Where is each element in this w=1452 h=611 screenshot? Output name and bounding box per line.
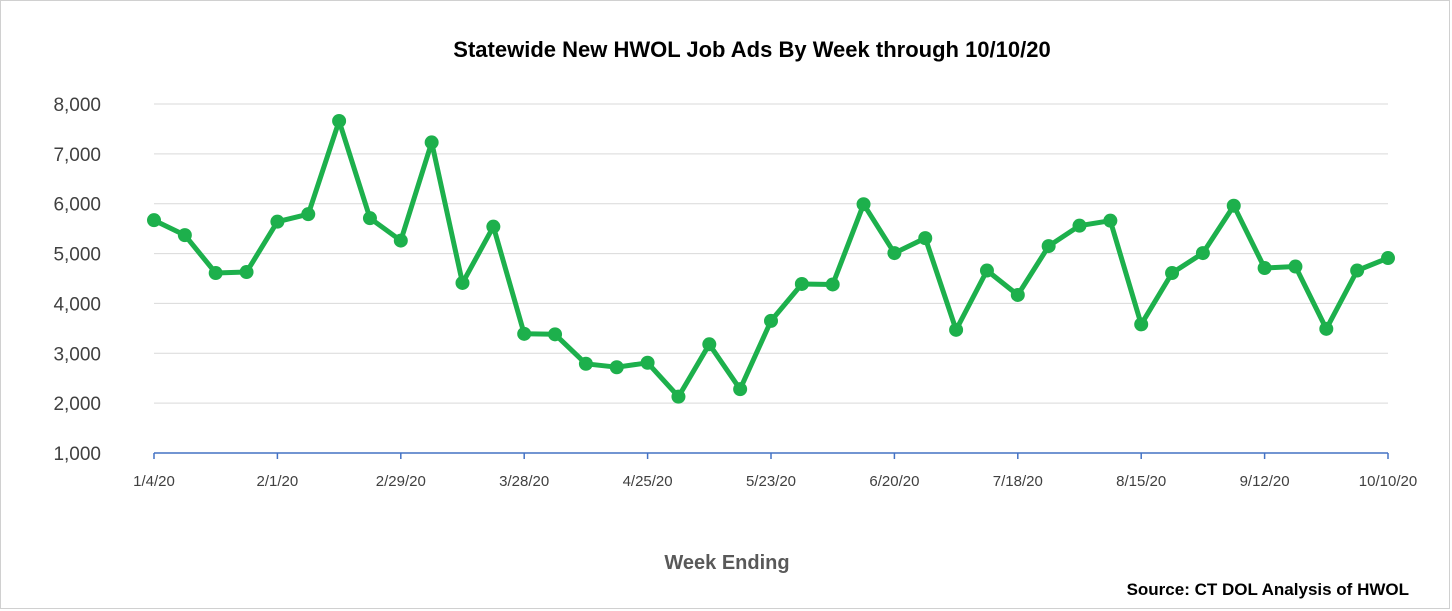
data-point — [455, 275, 470, 290]
data-point — [424, 135, 439, 150]
data-point — [393, 233, 408, 248]
data-point — [609, 360, 624, 375]
data-point — [548, 327, 563, 342]
x-tick-label: 2/1/20 — [257, 473, 299, 490]
data-point — [949, 322, 964, 337]
y-tick-label: 7,000 — [53, 145, 101, 166]
data-point — [733, 382, 748, 397]
data-point — [918, 231, 933, 246]
data-point — [887, 246, 902, 261]
data-point — [794, 276, 809, 291]
y-tick-label: 4,000 — [53, 294, 101, 315]
data-point — [1165, 266, 1180, 281]
data-point — [1257, 261, 1272, 276]
x-axis-ticks: 1/4/20 2/1/20 2/29/20 3/28/20 4/25/20 5/23/20… — [133, 453, 1417, 490]
data-point — [208, 266, 223, 281]
data-point — [825, 277, 840, 292]
data-point — [486, 219, 501, 234]
data-point — [362, 211, 377, 226]
gridlines — [154, 103, 1388, 404]
y-tick-label: 2,000 — [53, 394, 101, 415]
data-point — [1381, 251, 1395, 266]
data-point — [1195, 246, 1210, 261]
data-point — [1319, 321, 1334, 336]
data-point — [1350, 263, 1365, 278]
data-point — [517, 326, 532, 341]
series-line-group — [147, 113, 1395, 404]
y-axis-ticks: 1,000 2,000 3,000 4,000 5,000 6,000 7,000 8,000 — [53, 95, 101, 465]
x-axis-label: Week Ending — [664, 552, 789, 574]
x-tick-label: 8/15/20 — [1116, 473, 1166, 490]
source-note: Source: CT DOL Analysis of HWOL — [1127, 580, 1409, 599]
data-point — [979, 263, 994, 278]
data-point — [1072, 218, 1087, 233]
data-point — [1010, 287, 1025, 302]
data-point — [301, 207, 316, 222]
data-point — [177, 228, 192, 243]
x-tick-label: 7/18/20 — [993, 473, 1043, 490]
y-tick-label: 1,000 — [53, 444, 101, 465]
x-tick-label: 5/23/20 — [746, 473, 796, 490]
chart-title: Statewide New HWOL Job Ads By Week throu… — [453, 37, 1050, 62]
x-tick-label: 3/28/20 — [499, 473, 549, 490]
x-tick-label: 10/10/20 — [1359, 473, 1417, 490]
data-point — [1288, 259, 1303, 274]
y-tick-label: 8,000 — [53, 95, 101, 116]
data-point — [764, 313, 778, 328]
data-point — [578, 356, 593, 371]
data-point — [702, 337, 717, 352]
y-tick-label: 6,000 — [53, 195, 101, 216]
data-point — [239, 265, 254, 280]
data-point — [332, 113, 347, 128]
data-point — [671, 389, 686, 404]
y-tick-label: 3,000 — [53, 344, 101, 365]
data-point — [147, 213, 161, 228]
data-point — [856, 197, 871, 212]
data-point — [1134, 317, 1149, 332]
x-tick-label: 6/20/20 — [869, 473, 919, 490]
data-point — [270, 214, 285, 229]
data-point — [1103, 213, 1118, 228]
y-tick-label: 5,000 — [53, 245, 101, 266]
data-point — [640, 355, 655, 370]
data-point — [1226, 198, 1241, 213]
x-tick-label: 1/4/20 — [133, 473, 175, 490]
x-tick-label: 9/12/20 — [1240, 473, 1290, 490]
x-tick-label: 2/29/20 — [376, 473, 426, 490]
x-tick-label: 4/25/20 — [623, 473, 673, 490]
data-point — [1041, 239, 1056, 254]
